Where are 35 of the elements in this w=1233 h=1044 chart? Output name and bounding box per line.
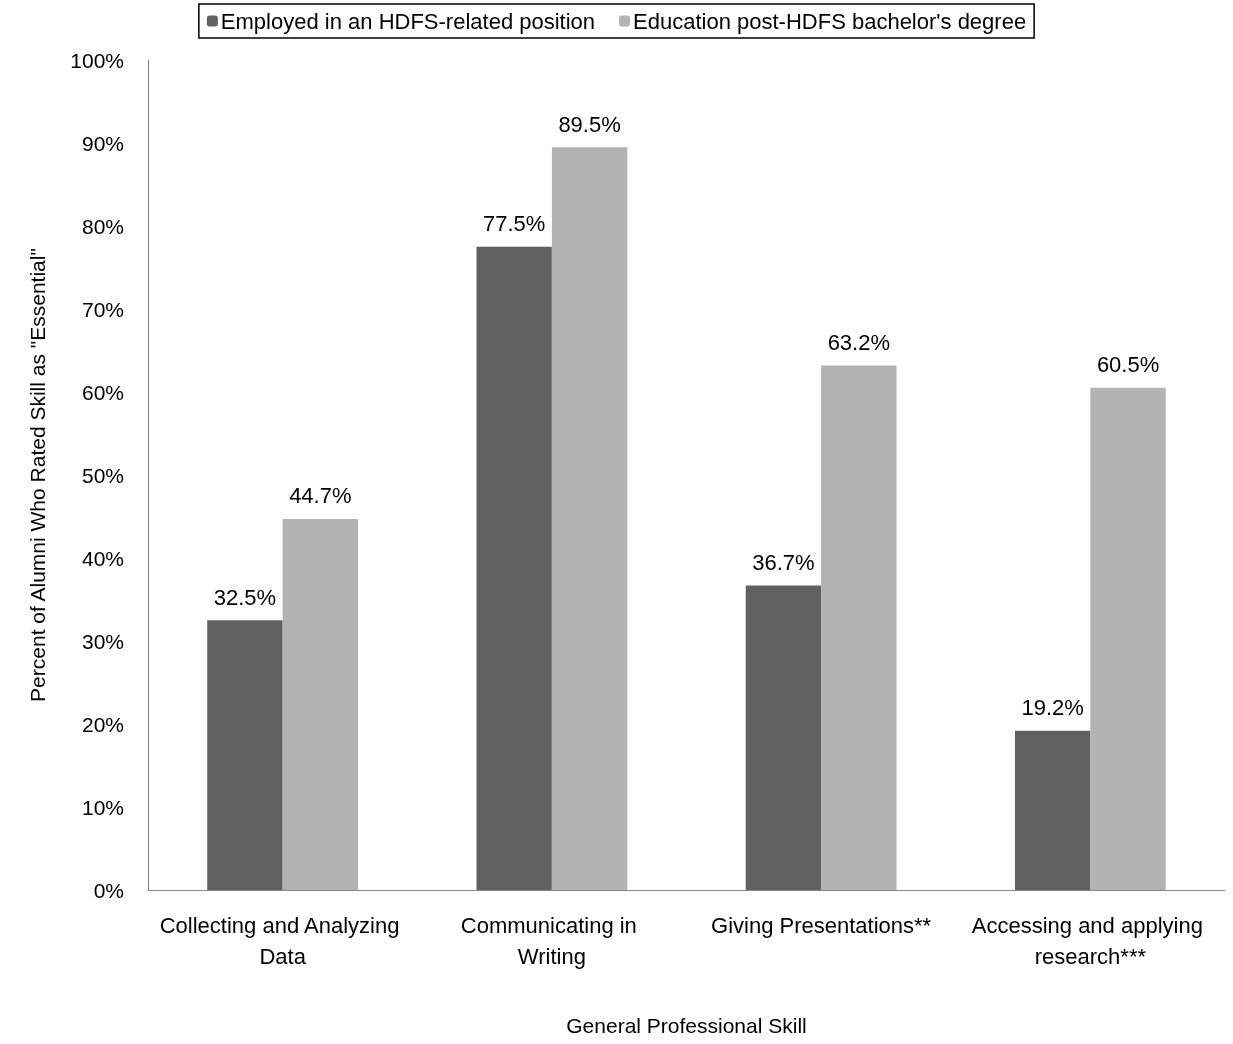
bar [282,518,359,890]
y-tick-label: 100% [70,48,124,72]
y-tick-label: 60% [81,380,124,404]
data-label: 60.5% [1096,352,1160,378]
y-tick-label: 30% [81,629,124,653]
bar [745,585,822,890]
y-tick-label: 80% [81,214,124,238]
y-tick-label: 40% [81,546,124,570]
bar [1014,730,1091,890]
bar [207,620,283,890]
bar [821,365,897,890]
data-label: 36.7% [752,549,815,575]
y-axis-title: Percent of Alumni Who Rated Skill as "Essential" [26,248,49,702]
x-axis-title: General Professional Skill [566,1014,807,1037]
x-tick-label: Communicating in Writing [460,913,643,969]
x-tick-label: Collecting and Analyzing Data [159,913,406,969]
y-tick-label: 50% [81,463,124,487]
data-label: 63.2% [827,329,891,355]
legend-label: Employed in an HDFS-related position [220,8,596,34]
y-tick-label: 20% [81,712,124,736]
data-label: 44.7% [289,483,352,509]
data-label: 19.2% [1021,695,1084,721]
y-tick-label: 10% [81,795,124,819]
bar [476,246,552,890]
x-tick-label: Giving Presentations** [711,913,932,938]
data-label: 32.5% [213,584,277,610]
legend-label: Education post-HDFS bachelor's degree [633,8,1027,34]
bar [551,147,628,890]
x-tick-label: Accessing and applying research*** [971,913,1210,969]
y-tick-label: 70% [81,297,124,321]
bar [1090,387,1166,890]
data-label: 77.5% [482,211,546,237]
y-tick-label: 0% [93,878,124,902]
y-tick-label: 90% [81,131,124,155]
data-label: 89.5% [558,111,621,137]
